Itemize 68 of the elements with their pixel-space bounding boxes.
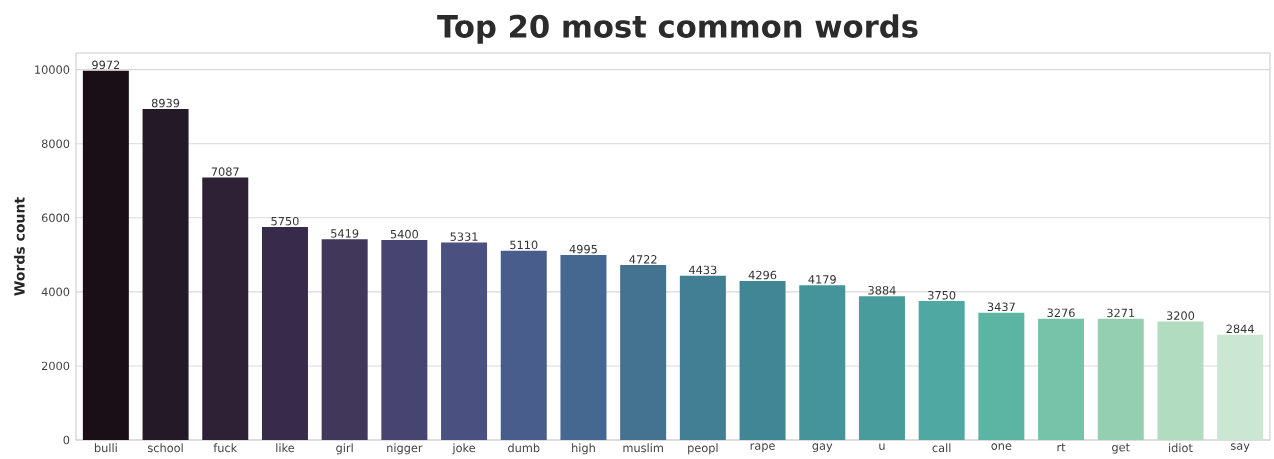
data-label: 2844 bbox=[1226, 324, 1254, 334]
data-label: 3200 bbox=[1166, 311, 1195, 320]
x-tick-label: say bbox=[1230, 443, 1250, 453]
data-label: 5400 bbox=[390, 229, 419, 239]
x-tick-label: high bbox=[572, 443, 595, 455]
x-tick-label: call bbox=[932, 443, 951, 453]
data-label: 4296 bbox=[748, 270, 777, 280]
data-label: 4995 bbox=[569, 244, 597, 254]
x-tick-label: school bbox=[148, 443, 183, 453]
x-tick-label: idiot bbox=[1169, 443, 1193, 453]
chart-title: Top 20 most common words bbox=[437, 14, 918, 44]
bar bbox=[1217, 334, 1264, 440]
bar bbox=[142, 108, 189, 440]
x-tick-label: girl bbox=[336, 443, 353, 455]
bar bbox=[560, 255, 607, 440]
y-tick-label: 8000 bbox=[41, 139, 70, 149]
bar bbox=[858, 296, 905, 440]
x-tick-label: u bbox=[879, 443, 885, 450]
bar bbox=[441, 242, 488, 440]
data-label: 3276 bbox=[1047, 308, 1075, 318]
bar bbox=[620, 265, 667, 440]
x-tick-label: one bbox=[991, 443, 1012, 450]
data-label: 3884 bbox=[868, 285, 896, 295]
x-tick-label: rape bbox=[750, 443, 775, 453]
data-label: 4179 bbox=[808, 275, 836, 284]
data-label: 3750 bbox=[928, 290, 956, 300]
x-tick-label: nigger bbox=[387, 443, 423, 455]
x-tick-label: peopl bbox=[688, 443, 718, 455]
bar bbox=[381, 240, 428, 440]
data-label: 4722 bbox=[629, 255, 657, 264]
data-label: 4433 bbox=[688, 265, 717, 275]
bar bbox=[1157, 321, 1204, 440]
y-tick-label: 6000 bbox=[41, 213, 70, 223]
data-label: 5331 bbox=[450, 232, 478, 241]
bar bbox=[261, 227, 308, 440]
data-label: 9972 bbox=[92, 60, 120, 70]
bar bbox=[321, 239, 368, 440]
x-tick-label: dumb bbox=[508, 443, 540, 453]
x-tick-label: muslim bbox=[623, 443, 663, 453]
y-axis-title: Words count bbox=[13, 197, 25, 296]
data-label: 5110 bbox=[510, 240, 538, 250]
data-label: 3271 bbox=[1107, 308, 1135, 318]
bar bbox=[739, 280, 786, 440]
x-tick-label: like bbox=[276, 443, 295, 453]
data-label: 3437 bbox=[987, 302, 1015, 312]
x-tick-label: joke bbox=[452, 443, 476, 455]
data-label: 5750 bbox=[271, 216, 299, 226]
data-label: 7087 bbox=[211, 167, 239, 176]
y-tick-label: 4000 bbox=[41, 287, 70, 297]
y-tick-label: 2000 bbox=[41, 361, 70, 371]
x-tick-label: fuck bbox=[213, 443, 238, 453]
bar bbox=[82, 70, 129, 440]
bar bbox=[202, 177, 249, 440]
x-tick-label: rt bbox=[1057, 443, 1066, 452]
x-tick-label: gay bbox=[812, 443, 833, 453]
bar bbox=[500, 250, 547, 440]
bar bbox=[1097, 318, 1144, 440]
bar bbox=[679, 275, 726, 440]
data-label: 8939 bbox=[151, 98, 180, 108]
y-tick-label: 0 bbox=[63, 435, 70, 445]
bar bbox=[799, 285, 846, 440]
bar bbox=[1038, 318, 1085, 440]
x-tick-label: get bbox=[1112, 443, 1130, 454]
y-tick-label: 10000 bbox=[35, 65, 70, 74]
x-tick-label: bulli bbox=[94, 443, 117, 453]
bar bbox=[978, 312, 1025, 440]
bar bbox=[918, 301, 965, 440]
data-label: 5419 bbox=[331, 229, 359, 238]
